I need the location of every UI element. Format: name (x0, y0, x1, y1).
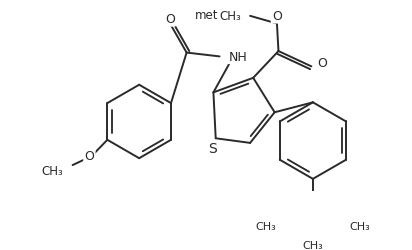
Text: O: O (318, 57, 328, 70)
Text: O: O (165, 13, 175, 26)
Text: O: O (84, 150, 94, 163)
Text: NH: NH (229, 51, 248, 64)
Text: CH₃: CH₃ (350, 221, 370, 230)
Text: methyl: methyl (195, 9, 236, 22)
Text: CH₃: CH₃ (219, 10, 241, 23)
Text: O: O (272, 10, 282, 23)
Text: CH₃: CH₃ (255, 221, 276, 230)
Text: S: S (208, 142, 217, 156)
Text: CH₃: CH₃ (42, 164, 63, 177)
Text: CH₃: CH₃ (302, 240, 323, 250)
